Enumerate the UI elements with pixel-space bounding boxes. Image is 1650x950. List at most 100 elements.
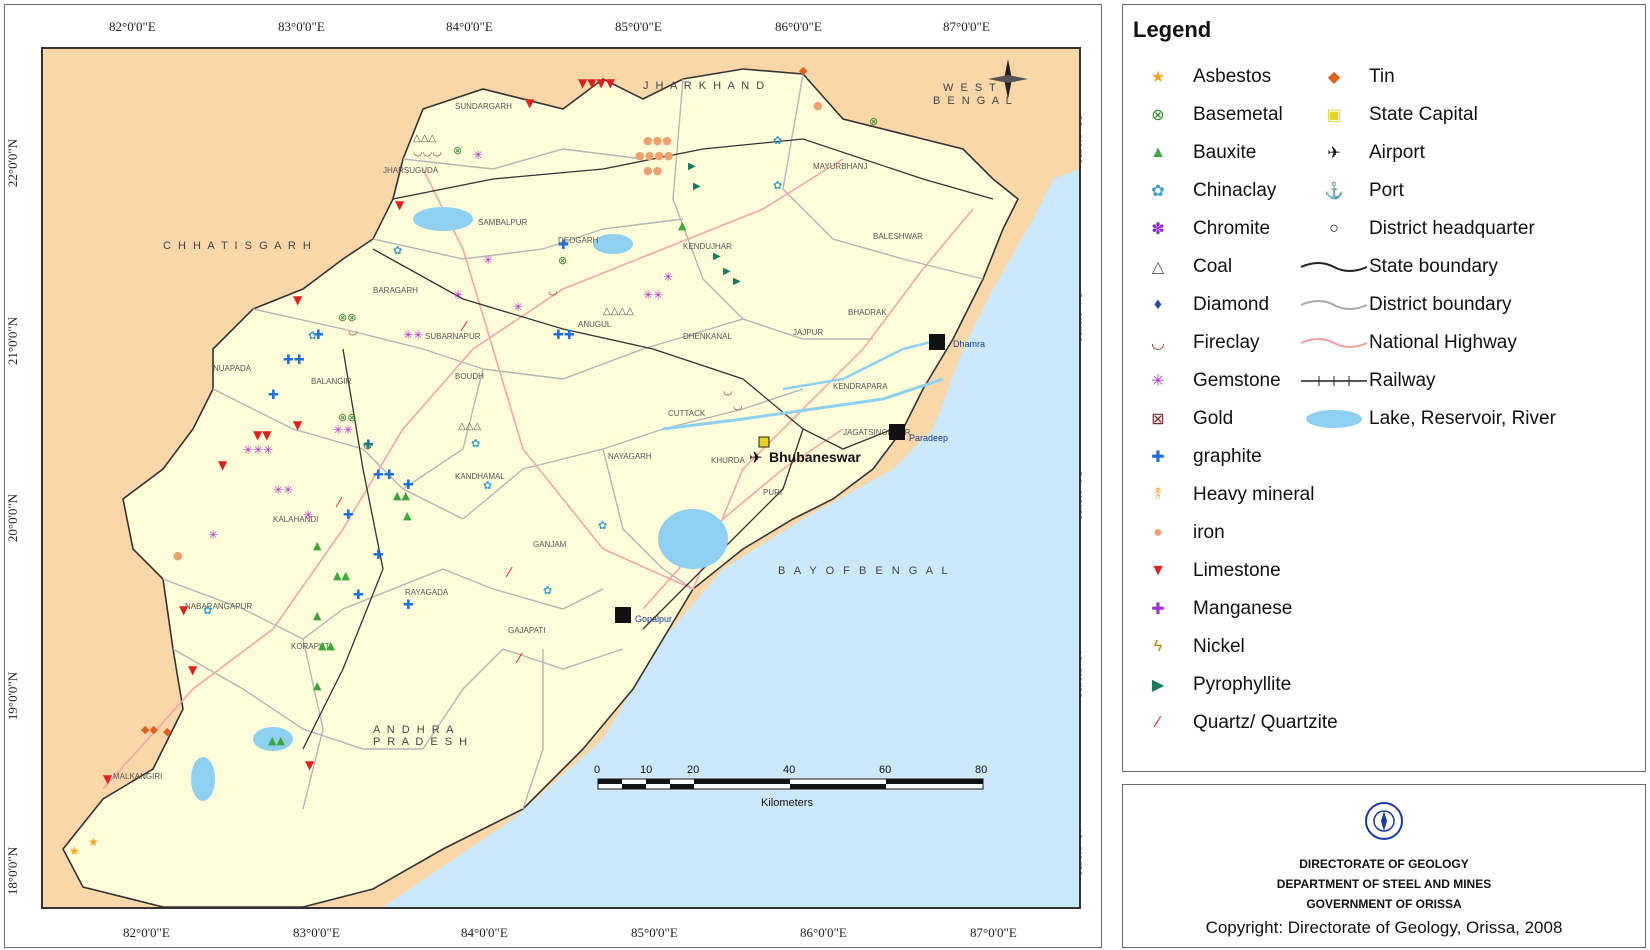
scale-tick: 60 (879, 764, 891, 776)
svg-text:✳: ✳ (473, 148, 483, 162)
legend-label: graphite (1193, 446, 1262, 467)
svg-text:BALESHWAR: BALESHWAR (873, 232, 923, 241)
svg-text:▲: ▲ (678, 219, 687, 232)
state-capital-marker (758, 436, 770, 448)
svg-text:▲: ▲ (313, 609, 322, 622)
legend-label: District headquarter (1369, 218, 1535, 239)
svg-text:✳✳: ✳✳ (403, 328, 423, 342)
label-west-bengal-2: B E N G A L (933, 95, 1014, 107)
legend-label: Chromite (1193, 218, 1271, 239)
svg-text:▼: ▼ (395, 198, 405, 212)
scale-tick: 0 (594, 764, 600, 776)
tin-icon: ◆ (1327, 69, 1341, 86)
legend-label: Gold (1193, 408, 1234, 429)
bottom-lon-label: 86°0'0"E (800, 925, 847, 940)
svg-text:✚: ✚ (268, 388, 279, 403)
svg-text:▶: ▶ (693, 181, 701, 192)
svg-text:DHENKANAL: DHENKANAL (683, 332, 732, 341)
credit-line-1: DIRECTORATE OF GEOLOGY (1299, 857, 1469, 871)
svg-text:✿: ✿ (203, 604, 212, 617)
government-seal-icon (1365, 802, 1403, 840)
legend-label: Limestone (1193, 560, 1281, 581)
svg-text:✚: ✚ (373, 548, 384, 563)
lake-icon (1299, 407, 1369, 431)
star-icon: ★ (1150, 69, 1166, 86)
svg-text:✚: ✚ (353, 588, 364, 603)
svg-text:▼: ▼ (103, 772, 113, 786)
svg-text:▲: ▲ (313, 679, 322, 692)
district-labels: SUNDARGARH MAYURBHANJ JHARSUGUDA SAMBALP… (113, 102, 923, 781)
svg-text:▼▼▼▼: ▼▼▼▼ (578, 76, 616, 90)
svg-text:ANUGUL: ANUGUL (578, 320, 612, 329)
scale-tick: 10 (640, 764, 652, 776)
fireclay-icon: ◡ (1151, 335, 1165, 352)
svg-text:⊗: ⊗ (363, 439, 372, 452)
plus-icon: ✚ (1151, 449, 1165, 466)
railways (302, 138, 994, 750)
bottom-lon-label: 85°0'0"E (631, 925, 678, 940)
svg-text:KORAPUT: KORAPUT (291, 642, 330, 651)
legend-label: Basemetal (1193, 104, 1283, 125)
svg-text:✚: ✚ (343, 508, 354, 523)
svg-text:MAYURBHANJ: MAYURBHANJ (813, 162, 868, 171)
port-label: Paradeep (909, 433, 948, 443)
legend-label: Nickel (1193, 636, 1245, 657)
left-lat-label: 19°0'0"N (5, 671, 21, 721)
port-icon (889, 424, 905, 440)
svg-text:▶: ▶ (713, 251, 721, 262)
svg-text:✚✚: ✚✚ (553, 328, 575, 343)
svg-text:▲: ▲ (313, 539, 322, 552)
svg-text:△△△△: △△△△ (603, 306, 634, 317)
state-capital-icon: ▣ (1326, 107, 1342, 124)
odisha-map: J H A R K H A N D W E S T B E N G A L C … (43, 49, 1079, 907)
svg-text:△△△: △△△ (458, 421, 481, 432)
svg-text:▲▲: ▲▲ (268, 734, 285, 747)
svg-text:▼: ▼ (305, 758, 315, 772)
coal-icon: △ (1151, 259, 1165, 276)
svg-text:✿: ✿ (393, 244, 402, 257)
gemstone-icon: ✳ (1151, 373, 1165, 390)
bay-of-bengal-water (383, 169, 1079, 907)
svg-text:JAJPUR: JAJPUR (793, 328, 823, 337)
chinaclay-icon: ✿ (1151, 183, 1165, 200)
svg-text:PURI: PURI (763, 488, 782, 497)
north-arrow (988, 59, 1028, 99)
svg-text:◡: ◡ (348, 324, 358, 337)
basemetal-icon: ⊗ (1151, 107, 1165, 124)
bottom-lon-label: 87°0'0"E (970, 925, 1017, 940)
top-lon-label: 87°0'0"E (943, 19, 990, 34)
map-canvas[interactable]: J H A R K H A N D W E S T B E N G A L C … (41, 47, 1081, 909)
svg-text:●: ● (813, 99, 823, 112)
svg-text:✿: ✿ (773, 134, 782, 147)
svg-text:▼: ▼ (188, 663, 198, 677)
pyrophyllite-icon: ▶ (1151, 677, 1165, 694)
iron-icon: ● (1153, 524, 1163, 541)
label-west-bengal-1: W E S T (943, 82, 998, 94)
label-andhra-2: P R A D E S H (373, 736, 469, 748)
port-icon (615, 607, 631, 623)
legend-label: iron (1193, 522, 1225, 543)
svg-text:✳: ✳ (513, 300, 523, 314)
scale-tick: 40 (783, 764, 795, 776)
svg-text:✿: ✿ (471, 437, 480, 450)
label-andhra-1: A N D H R A (373, 724, 456, 736)
svg-text:△△△: △△△ (413, 133, 436, 144)
svg-text:NABARANGAPUR: NABARANGAPUR (185, 602, 252, 611)
svg-text:▼: ▼ (525, 96, 535, 110)
svg-text:✳✳: ✳✳ (333, 423, 353, 437)
line-icon (1299, 293, 1369, 317)
credit-line-2: DEPARTMENT OF STEEL AND MINES (1276, 877, 1492, 891)
svg-text:✿: ✿ (483, 479, 492, 492)
svg-text:◡◡◡: ◡◡◡ (413, 145, 442, 158)
airport-icon: ✈ (749, 450, 762, 467)
svg-text:◡: ◡ (548, 284, 558, 297)
svg-text:▲: ▲ (403, 509, 412, 522)
legend-label: State Capital (1369, 104, 1478, 125)
gold-icon: ⊠ (1151, 411, 1165, 428)
svg-text:▶: ▶ (688, 161, 696, 172)
svg-text:JHARSUGUDA: JHARSUGUDA (383, 166, 439, 175)
legend-label: Lake, Reservoir, River (1369, 408, 1556, 429)
chromite-icon: ✽ (1151, 221, 1165, 238)
svg-text:BHADRAK: BHADRAK (848, 308, 887, 317)
top-lon-label: 83°0'0"E (278, 19, 325, 34)
